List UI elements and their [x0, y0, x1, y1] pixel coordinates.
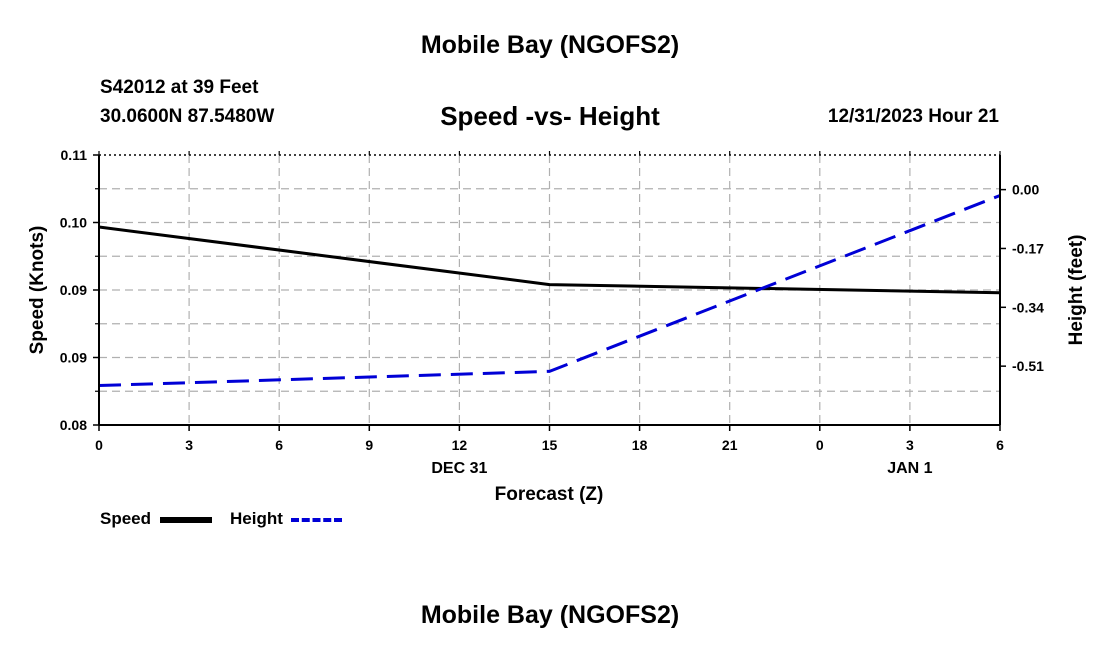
series-lines [98, 194, 1001, 388]
y2-tick-label: -0.51 [1012, 358, 1044, 374]
y-tick-label: 0.08 [60, 417, 87, 433]
x-date-label: JAN 1 [887, 460, 932, 477]
series-line-speed [98, 225, 1001, 295]
page-title-bottom: Mobile Bay (NGOFS2) [420, 601, 680, 629]
y2-tick-label: -0.34 [1012, 299, 1044, 315]
y-axis-title: Speed (Knots) [27, 226, 48, 355]
x-tick-label: 15 [542, 437, 558, 453]
coordinates-label: 30.0600N 87.5480W [100, 106, 275, 127]
station-label: S42012 at 39 Feet [100, 77, 259, 98]
x-tick-label: 6 [996, 437, 1004, 453]
y-tick-label: 0.10 [60, 215, 87, 231]
series-line-height [98, 194, 1001, 388]
y-tick-label: 0.09 [60, 282, 87, 298]
chart-title: Speed -vs- Height [440, 101, 660, 131]
x-axis-title: Forecast (Z) [495, 484, 604, 505]
legend-speed-swatch [160, 517, 212, 523]
x-tick-label: 0 [95, 437, 103, 453]
y-tick-label: 0.09 [60, 350, 87, 366]
axes: 0.08 0.09 0.09 0.10 0.11 0.00 -0.17 -0.34 -0.51 0… [60, 147, 1044, 477]
x-tick-label: 18 [632, 437, 648, 453]
x-tick-label: 12 [452, 437, 468, 453]
x-tick-label: 3 [906, 437, 914, 453]
y2-tick-label: 0.00 [1012, 182, 1039, 198]
x-tick-label: 0 [816, 437, 824, 453]
y2-axis-title: Height (feet) [1066, 235, 1087, 346]
x-tick-label: 9 [365, 437, 373, 453]
date-time-label: 12/31/2023 Hour 21 [827, 106, 999, 127]
x-date-label: DEC 31 [431, 460, 487, 477]
legend-height-swatch [291, 518, 342, 522]
legend-speed-label: Speed [100, 509, 152, 528]
y-tick-label: 0.11 [61, 147, 88, 163]
y2-tick-label: -0.17 [1012, 240, 1044, 256]
x-tick-label: 3 [185, 437, 193, 453]
page-title-top: Mobile Bay (NGOFS2) [420, 31, 680, 59]
x-tick-label: 21 [722, 437, 738, 453]
x-tick-label: 6 [275, 437, 283, 453]
legend-height-label: Height [230, 509, 283, 528]
